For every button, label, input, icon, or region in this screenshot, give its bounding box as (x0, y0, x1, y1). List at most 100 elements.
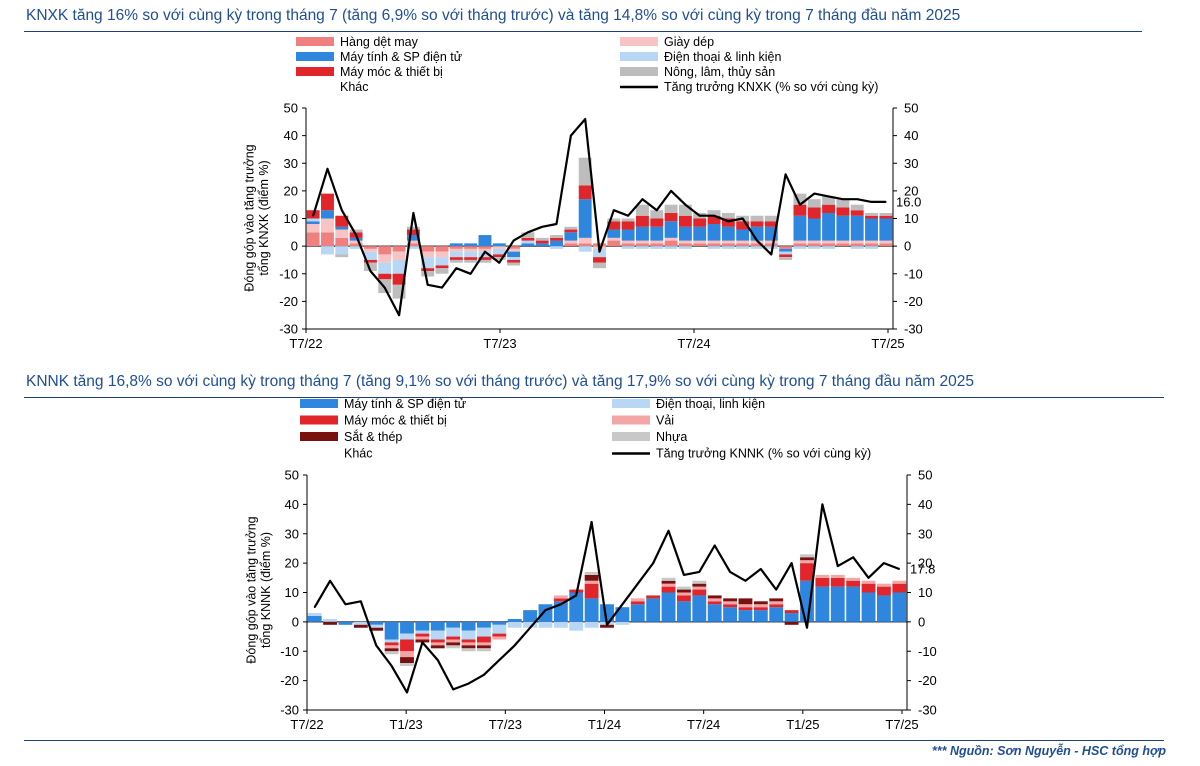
export-bar-segment (306, 221, 320, 225)
import-legend-item: Máy tính & SP điện tử (300, 397, 466, 411)
export-legend-item: Điện thoại & linh kiện (620, 50, 781, 64)
export-growth-point (527, 231, 529, 234)
import-right-tick-label: 10 (918, 585, 932, 600)
export-bar-segment (306, 224, 320, 233)
export-bar-segment (449, 246, 463, 249)
import-growth-point (883, 562, 885, 564)
export-bar-segment (464, 243, 478, 247)
export-y-axis-title-line2: tổng KNXK (điểm %) (257, 160, 271, 275)
import-bar-segment (492, 636, 507, 640)
export-bar-segment (435, 268, 449, 274)
import-x-tick-label: T7/22 (290, 717, 323, 732)
export-growth-point (312, 214, 314, 217)
export-bar-segment (650, 218, 664, 227)
export-bar-segment (850, 215, 864, 241)
export-bar-segment (650, 240, 664, 244)
export-bar-segment (363, 259, 377, 263)
import-bar-segment (477, 648, 491, 652)
import-bar-segment (446, 621, 461, 628)
import-legend-label: Khác (344, 447, 373, 461)
import-bar-segment (677, 601, 691, 622)
export-bar-segment (750, 221, 764, 227)
export-right-tick-label: 20 (904, 183, 918, 198)
import-bar-segment (707, 598, 722, 602)
export-growth-point (541, 225, 544, 228)
import-bar-segment (646, 598, 661, 622)
import-growth-point (790, 562, 793, 564)
export-bar-segment (764, 240, 778, 244)
import-growth-point (436, 659, 439, 661)
export-bar-segment (406, 243, 420, 247)
export-bar-segment (335, 226, 349, 230)
import-growth-point (329, 579, 331, 582)
import-bar-segment (692, 586, 707, 590)
export-bar-segment (335, 229, 349, 238)
import-bar-segment (461, 639, 476, 643)
export-y-axis-title-line1: Đóng góp vào tăng trưởng (243, 144, 257, 291)
export-bar-segment (779, 257, 793, 260)
export-growth-point (842, 198, 844, 200)
export-growth-point (383, 286, 386, 289)
import-bar-segment (661, 586, 676, 593)
export-bar-segment (607, 218, 621, 222)
export-growth-point (613, 209, 615, 212)
export-bar-segment (392, 273, 406, 285)
export-growth-point (698, 214, 701, 217)
export-bar-segment (822, 196, 836, 205)
export-bar-segment (507, 262, 521, 266)
export-bar-segment (593, 262, 606, 269)
export-bar-segment (865, 215, 878, 219)
import-bar-segment (307, 613, 322, 616)
import-chart-title: KNNK tăng 16,8% so với cùng kỳ trong thá… (26, 373, 974, 390)
import-growth-point (360, 600, 362, 603)
import-bar-segment (446, 636, 461, 640)
export-bar-segment (578, 243, 592, 247)
import-bar-segment (384, 642, 399, 646)
import-bar-segment (830, 577, 845, 587)
export-bar-segment (421, 251, 435, 258)
import-growth-point (898, 568, 901, 570)
export-bar-segment (693, 243, 707, 247)
export-legend-swatch (296, 37, 334, 46)
import-bar-segment (400, 651, 414, 658)
export-growth-point (512, 239, 515, 242)
export-bar-segment (779, 251, 793, 255)
import-bar-segment (553, 598, 568, 602)
import-legend-label: Nhựa (656, 430, 687, 444)
export-bar-segment (578, 237, 592, 244)
export-bar-segment (421, 270, 435, 277)
export-legend-label: Điện thoại & linh kiện (664, 50, 781, 64)
import-growth-point (729, 571, 731, 573)
export-bar-segment (793, 215, 807, 241)
export-bar-segment (664, 246, 678, 249)
export-bar-segment (764, 246, 778, 249)
export-bar-segment (836, 240, 850, 244)
import-bar-segment (323, 618, 337, 622)
import-bar-segment (723, 607, 737, 622)
import-bar-segment (800, 563, 814, 581)
export-bar-segment (779, 246, 793, 249)
export-bar-segment (879, 215, 893, 219)
export-right-tick-label: -20 (904, 294, 923, 309)
export-bar-segment (321, 246, 334, 255)
export-bar-segment (349, 229, 363, 233)
import-bar-segment (892, 580, 907, 584)
import-growth-point (867, 577, 870, 579)
export-growth-point (727, 220, 730, 223)
export-bar-segment (535, 240, 549, 244)
export-bar-segment (406, 240, 420, 244)
import-bar-segment (461, 642, 476, 646)
import-growth-point (513, 644, 516, 647)
import-bar-segment (707, 595, 722, 599)
export-bar-segment (836, 243, 850, 247)
export-legend-label: Máy móc & thiết bị (340, 65, 443, 79)
import-right-tick-label: -10 (918, 644, 937, 659)
export-bar-segment (822, 243, 836, 247)
import-bar-segment (553, 621, 568, 628)
import-bar-segment (707, 601, 722, 605)
export-y-axis-title: Đóng góp vào tăng trưởngtổng KNXK (điểm … (243, 144, 271, 291)
import-legend-item: Sắt & thép (300, 429, 402, 444)
import-legend-swatch (612, 399, 650, 408)
export-bar-segment (807, 240, 821, 244)
export-x-tick-label: T7/25 (871, 336, 904, 351)
